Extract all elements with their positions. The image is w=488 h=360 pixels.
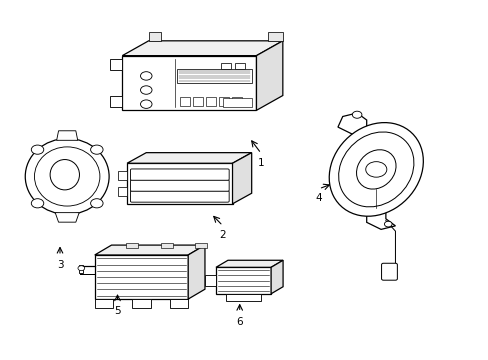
Polygon shape bbox=[127, 153, 251, 163]
Text: 3: 3 bbox=[57, 260, 63, 270]
Circle shape bbox=[384, 221, 391, 227]
Polygon shape bbox=[57, 131, 78, 140]
Bar bbox=[95, 255, 188, 299]
Polygon shape bbox=[55, 213, 79, 222]
Circle shape bbox=[140, 72, 152, 80]
Circle shape bbox=[31, 199, 44, 208]
FancyBboxPatch shape bbox=[130, 191, 229, 202]
FancyBboxPatch shape bbox=[130, 169, 229, 180]
Bar bbox=[122, 56, 256, 110]
Bar bbox=[180, 97, 190, 106]
Bar bbox=[125, 243, 138, 248]
Ellipse shape bbox=[356, 150, 395, 189]
Bar bbox=[95, 299, 113, 308]
Bar bbox=[205, 97, 216, 106]
Circle shape bbox=[351, 111, 361, 118]
Polygon shape bbox=[216, 260, 283, 267]
Polygon shape bbox=[148, 32, 160, 41]
Polygon shape bbox=[188, 245, 204, 299]
Ellipse shape bbox=[328, 123, 423, 216]
Text: 1: 1 bbox=[258, 158, 264, 168]
Polygon shape bbox=[256, 41, 282, 110]
Bar bbox=[127, 163, 232, 204]
Circle shape bbox=[140, 100, 152, 108]
Circle shape bbox=[31, 145, 44, 154]
Bar bbox=[231, 97, 242, 106]
Ellipse shape bbox=[50, 159, 80, 190]
Circle shape bbox=[90, 145, 103, 154]
Polygon shape bbox=[366, 208, 395, 229]
Polygon shape bbox=[270, 260, 283, 294]
Polygon shape bbox=[110, 59, 122, 70]
Bar bbox=[117, 187, 127, 196]
Bar bbox=[205, 275, 216, 286]
Polygon shape bbox=[337, 113, 366, 134]
Bar bbox=[132, 299, 150, 308]
Ellipse shape bbox=[35, 147, 100, 206]
Ellipse shape bbox=[338, 132, 413, 207]
Circle shape bbox=[90, 199, 103, 208]
Bar bbox=[234, 63, 245, 69]
Bar bbox=[192, 97, 203, 106]
Text: 5: 5 bbox=[114, 306, 121, 316]
Bar bbox=[220, 63, 231, 69]
Circle shape bbox=[140, 86, 152, 94]
Bar bbox=[195, 243, 207, 248]
Polygon shape bbox=[110, 96, 122, 107]
Bar bbox=[218, 97, 229, 106]
Ellipse shape bbox=[25, 139, 109, 215]
Text: 6: 6 bbox=[236, 316, 243, 327]
FancyBboxPatch shape bbox=[130, 180, 229, 191]
Bar bbox=[225, 294, 261, 301]
Bar bbox=[177, 69, 251, 83]
Polygon shape bbox=[95, 245, 204, 255]
Bar bbox=[117, 171, 127, 180]
Bar bbox=[79, 265, 83, 274]
FancyBboxPatch shape bbox=[381, 263, 397, 280]
Polygon shape bbox=[268, 32, 282, 41]
Bar bbox=[216, 267, 270, 294]
Text: 2: 2 bbox=[219, 230, 226, 240]
Polygon shape bbox=[122, 41, 282, 56]
Polygon shape bbox=[232, 153, 251, 204]
Text: 4: 4 bbox=[315, 193, 322, 203]
Bar bbox=[160, 243, 172, 248]
Bar bbox=[169, 299, 187, 308]
Bar bbox=[223, 98, 251, 107]
Circle shape bbox=[365, 162, 386, 177]
Circle shape bbox=[78, 266, 84, 271]
